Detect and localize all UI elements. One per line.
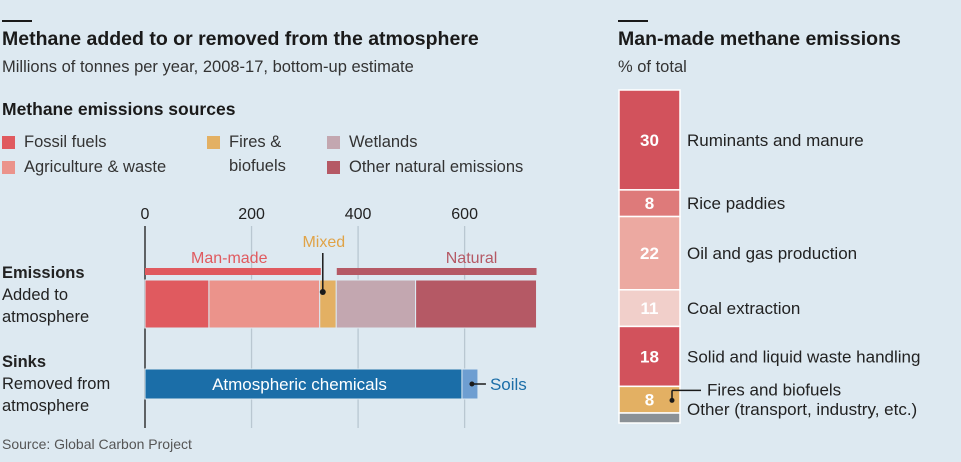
emissions-title: Emissions — [2, 264, 85, 282]
sinks-subtitle: Removed from atmosphere — [2, 375, 111, 415]
emissions-row-label: Emissions Added to atmosphere — [2, 262, 89, 328]
column-segment — [618, 189, 681, 218]
legend-label: Wetlands — [349, 133, 418, 151]
group-band — [145, 268, 321, 275]
segment-value: 18 — [640, 347, 659, 366]
right-title-rule — [618, 20, 648, 22]
x-tick-label: 600 — [451, 206, 478, 223]
right-chart-subtitle: % of total — [618, 58, 687, 76]
left-chart-subtitle: Millions of tonnes per year, 2008-17, bo… — [2, 58, 414, 76]
left-title-rule — [2, 20, 32, 22]
group-label: Mixed — [302, 234, 345, 251]
legend-label: Fossil fuels — [24, 133, 107, 151]
emissions-subtitle: Added to atmosphere — [2, 286, 90, 326]
column-segment — [618, 215, 681, 291]
bar-segment — [415, 279, 538, 329]
x-tick-label: 200 — [238, 206, 265, 223]
bar-segment — [208, 279, 321, 329]
column-segment — [618, 325, 681, 388]
segment-value: 11 — [641, 299, 659, 318]
group-label: Man-made — [191, 250, 268, 267]
legend-label: Other natural emissions — [349, 158, 524, 176]
source-note: Source: Global Carbon Project — [2, 436, 192, 452]
x-tick-label: 400 — [345, 206, 372, 223]
legend-title: Methane emissions sources — [2, 99, 236, 119]
sinks-title: Sinks — [2, 353, 47, 371]
legend-label: Fires & biofuels — [229, 133, 286, 175]
legend-swatch — [2, 136, 15, 149]
group-label: Natural — [446, 250, 498, 267]
segment-category-label: Solid and liquid waste handling — [687, 347, 920, 366]
right-chart-title: Man-made methane emissions — [618, 28, 901, 50]
group-band — [336, 268, 537, 275]
column-segment — [618, 289, 681, 328]
x-tick-label: 0 — [141, 206, 150, 223]
segment-value: 22 — [640, 244, 659, 263]
column-segment — [618, 412, 681, 424]
segment-category-label: Rice paddies — [687, 194, 785, 213]
segment-value: 8 — [645, 194, 654, 213]
segment-category-label: Oil and gas production — [687, 244, 857, 263]
bar-segment — [144, 368, 463, 400]
segment-category-label: Fires and biofuels — [707, 380, 841, 399]
legend-label: Agriculture & waste — [24, 158, 167, 176]
segment-category-label: Other (transport, industry, etc.) — [687, 400, 917, 419]
legend-swatch — [2, 161, 15, 174]
bar-label-soils: Soils — [490, 375, 527, 394]
segment-category-label: Coal extraction — [687, 299, 800, 318]
mixed-connector-dot — [319, 289, 326, 295]
legend-swatch — [207, 136, 220, 149]
bar-segment — [144, 279, 210, 329]
bar-label-atmospheric-chemicals: Atmospheric chemicals — [212, 375, 387, 394]
legend-swatch — [327, 161, 340, 174]
left-chart-title: Methane added to or removed from the atm… — [2, 28, 479, 50]
segment-category-label: Ruminants and manure — [687, 131, 864, 150]
bar-segment — [335, 279, 417, 329]
fires-connector-dot — [669, 397, 675, 403]
legend-swatch — [327, 136, 340, 149]
sinks-row-label: Sinks Removed from atmosphere — [2, 351, 110, 417]
segment-value: 8 — [645, 391, 654, 410]
segment-value: 30 — [640, 131, 659, 150]
